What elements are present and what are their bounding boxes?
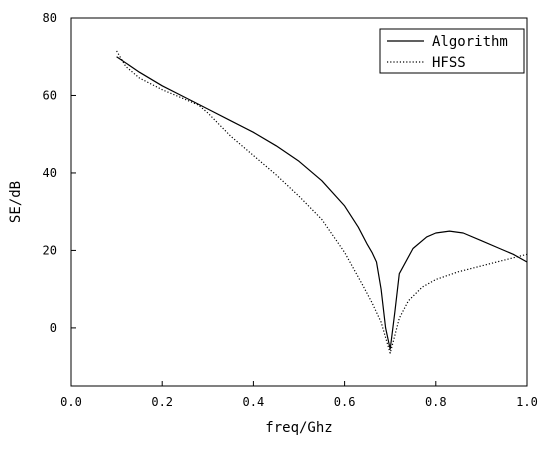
x-tick-label: 0.6 (334, 395, 356, 409)
y-tick-label: 0 (50, 321, 57, 335)
y-axis-title: SE/dB (8, 181, 24, 223)
y-tick-label: 40 (43, 166, 57, 180)
ticks-group: 0.0 0.2 0.4 0.6 0.8 1.0 0 20 40 60 80 (43, 11, 538, 409)
legend-box (379, 28, 525, 74)
x-tick-label: 0.0 (60, 395, 82, 409)
y-tick-label: 20 (43, 243, 57, 257)
legend-label-hfss: HFSS (432, 55, 466, 71)
legend-label-algorithm: Algorithm (432, 34, 508, 50)
legend: Algorithm HFSS (379, 28, 525, 74)
x-tick-label: 0.4 (243, 395, 265, 409)
plot-area (70, 17, 528, 387)
x-tick-label: 1.0 (516, 395, 538, 409)
series-group (116, 50, 528, 354)
plot-frame (70, 17, 528, 387)
series-line-hfss (116, 50, 528, 354)
y-tick-label: 80 (43, 11, 57, 25)
x-tick-label: 0.2 (151, 395, 173, 409)
series-line-algorithm (116, 56, 528, 350)
x-axis-title: freq/Ghz (265, 420, 332, 436)
x-tick-label: 0.8 (425, 395, 447, 409)
y-tick-label: 60 (43, 88, 57, 102)
